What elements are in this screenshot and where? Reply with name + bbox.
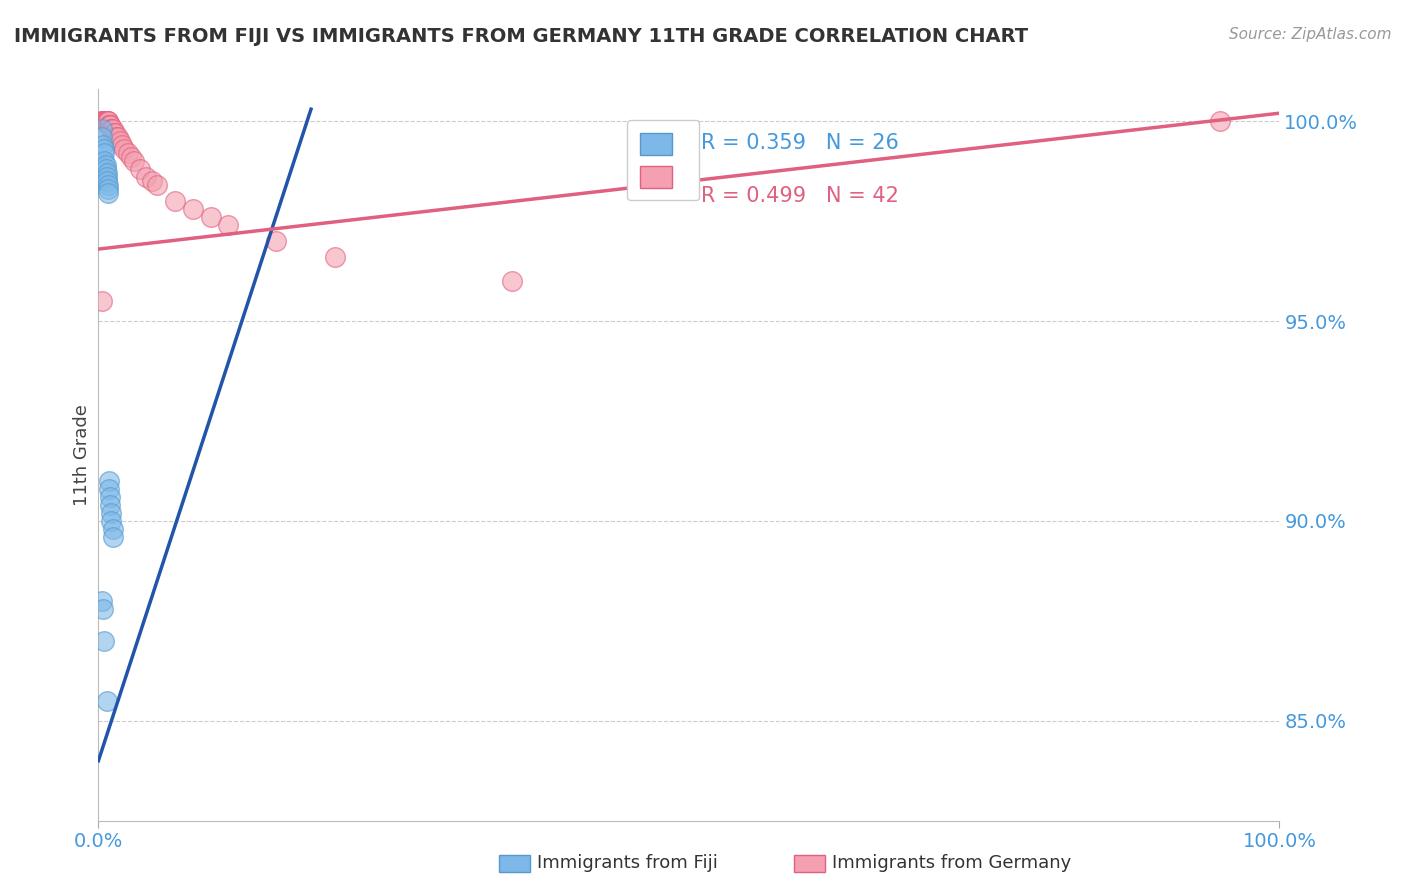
Point bbox=[94, 158, 117, 172]
Point bbox=[97, 114, 120, 128]
Point bbox=[98, 498, 121, 512]
Point bbox=[112, 142, 135, 156]
Point bbox=[93, 142, 115, 156]
Point bbox=[111, 138, 134, 153]
Text: R = 0.499   N = 42: R = 0.499 N = 42 bbox=[700, 186, 898, 206]
Text: R = 0.359   N = 26: R = 0.359 N = 26 bbox=[700, 133, 898, 153]
Text: Immigrants from Fiji: Immigrants from Fiji bbox=[537, 855, 718, 872]
Point bbox=[97, 114, 120, 128]
Point bbox=[97, 186, 120, 201]
Point bbox=[98, 490, 121, 504]
Point bbox=[93, 114, 115, 128]
Point bbox=[100, 514, 122, 528]
Y-axis label: 11th Grade: 11th Grade bbox=[73, 404, 91, 506]
Point bbox=[93, 633, 115, 648]
Point bbox=[91, 293, 114, 308]
Point bbox=[101, 530, 124, 544]
Point bbox=[104, 126, 127, 140]
Point bbox=[96, 694, 118, 708]
Point bbox=[135, 170, 157, 185]
Point bbox=[100, 122, 122, 136]
Point bbox=[98, 482, 121, 496]
Point bbox=[94, 114, 117, 128]
Point bbox=[122, 154, 145, 169]
Point bbox=[98, 474, 121, 488]
Point bbox=[100, 122, 122, 136]
Point bbox=[96, 174, 118, 188]
Point bbox=[141, 174, 163, 188]
Point bbox=[93, 146, 115, 161]
Point bbox=[96, 114, 118, 128]
Point bbox=[91, 114, 114, 128]
Point bbox=[501, 274, 523, 288]
Legend: , : , bbox=[627, 120, 699, 201]
Text: IMMIGRANTS FROM FIJI VS IMMIGRANTS FROM GERMANY 11TH GRADE CORRELATION CHART: IMMIGRANTS FROM FIJI VS IMMIGRANTS FROM … bbox=[14, 27, 1028, 45]
Point bbox=[105, 130, 128, 145]
Text: Immigrants from Germany: Immigrants from Germany bbox=[832, 855, 1071, 872]
Point bbox=[91, 602, 114, 616]
Point bbox=[96, 170, 118, 185]
Point bbox=[117, 146, 139, 161]
Point bbox=[98, 118, 121, 132]
Point bbox=[128, 162, 150, 177]
Point bbox=[101, 122, 124, 136]
Point bbox=[94, 162, 117, 177]
Point bbox=[264, 234, 287, 248]
Point bbox=[91, 594, 114, 608]
Point bbox=[165, 194, 187, 208]
Point bbox=[101, 522, 124, 536]
Point bbox=[217, 218, 239, 232]
Point bbox=[96, 166, 118, 180]
Point bbox=[93, 154, 115, 169]
Point bbox=[97, 178, 120, 193]
Point bbox=[103, 126, 125, 140]
Point bbox=[98, 118, 121, 132]
Point bbox=[91, 114, 114, 128]
Point bbox=[93, 114, 115, 128]
Point bbox=[181, 202, 204, 216]
Point bbox=[1209, 114, 1232, 128]
Point bbox=[98, 118, 121, 132]
Point bbox=[200, 210, 222, 224]
Point bbox=[97, 182, 120, 196]
Point bbox=[91, 114, 114, 128]
Point bbox=[91, 138, 114, 153]
Point bbox=[323, 250, 346, 264]
Point bbox=[94, 114, 117, 128]
Text: Source: ZipAtlas.com: Source: ZipAtlas.com bbox=[1229, 27, 1392, 42]
Point bbox=[146, 178, 169, 193]
Point bbox=[121, 150, 143, 164]
Point bbox=[108, 134, 131, 148]
Point bbox=[91, 130, 114, 145]
Point bbox=[100, 506, 122, 520]
Point bbox=[91, 122, 114, 136]
Point bbox=[96, 114, 118, 128]
Point bbox=[91, 114, 114, 128]
Point bbox=[98, 118, 121, 132]
Point bbox=[107, 130, 129, 145]
